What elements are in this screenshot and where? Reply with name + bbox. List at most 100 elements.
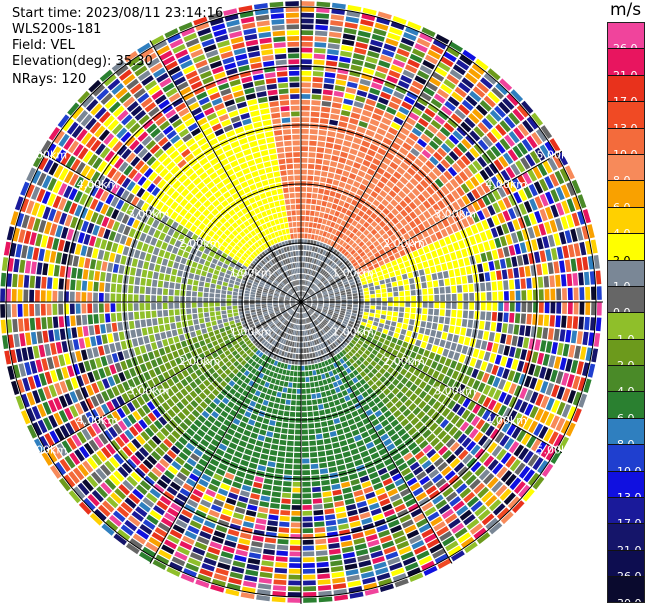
radar-gate bbox=[388, 331, 394, 337]
radar-gate bbox=[320, 386, 325, 391]
radar-gate bbox=[301, 141, 308, 146]
radar-gate bbox=[456, 277, 462, 285]
radar-gate bbox=[393, 287, 398, 292]
radar-gate bbox=[500, 259, 506, 269]
radar-gate bbox=[418, 348, 425, 355]
radar-gate bbox=[294, 453, 301, 458]
radar-gate bbox=[559, 329, 565, 341]
radar-gate bbox=[47, 317, 53, 329]
radar-gate bbox=[333, 97, 343, 103]
radar-gate bbox=[370, 306, 375, 310]
radar-gate bbox=[289, 575, 301, 580]
radar-gate bbox=[301, 19, 314, 24]
radar-gate bbox=[312, 94, 322, 99]
radar-gate bbox=[439, 279, 444, 286]
radar-gate bbox=[302, 493, 311, 498]
radar-gate bbox=[321, 421, 327, 427]
radar-gate bbox=[378, 275, 384, 280]
radar-gate bbox=[194, 342, 200, 348]
radar-gate bbox=[395, 270, 401, 276]
radar-gate bbox=[456, 318, 462, 326]
radar-gate bbox=[293, 482, 301, 487]
radar-gate bbox=[339, 182, 346, 188]
radar-gate bbox=[344, 202, 350, 208]
radar-gate bbox=[537, 353, 544, 365]
radar-gate bbox=[345, 135, 354, 142]
radar-gate bbox=[112, 353, 119, 363]
radar-gate bbox=[281, 499, 290, 504]
radar-gate bbox=[303, 528, 313, 533]
radar-gate bbox=[388, 302, 393, 306]
radar-gate bbox=[205, 317, 210, 322]
radar-gate bbox=[509, 347, 516, 358]
radar-gate bbox=[295, 354, 298, 359]
radar-gate bbox=[279, 368, 283, 373]
radar-gate bbox=[159, 325, 165, 332]
radar-gate bbox=[582, 332, 588, 345]
radar-gate bbox=[527, 302, 532, 312]
radar-gate bbox=[194, 275, 200, 281]
radar-gate bbox=[282, 369, 286, 374]
radar-gate bbox=[351, 168, 359, 175]
radar-gate bbox=[273, 480, 282, 486]
radar-gate bbox=[291, 528, 301, 533]
radar-gate bbox=[303, 586, 316, 591]
radar-gate bbox=[390, 326, 396, 331]
radar-gate bbox=[272, 391, 277, 397]
radar-gate bbox=[216, 285, 221, 290]
radar-gate bbox=[315, 428, 321, 433]
radar-gate bbox=[139, 251, 146, 259]
radar-gate bbox=[117, 313, 122, 322]
radar-gate bbox=[204, 293, 209, 298]
radar-gate bbox=[41, 277, 47, 289]
radar-gate bbox=[186, 297, 191, 302]
radar-gate bbox=[134, 312, 139, 320]
radar-gate bbox=[233, 292, 238, 296]
radar-gate bbox=[288, 429, 294, 434]
radar-gate bbox=[174, 296, 179, 302]
radar-gate bbox=[466, 328, 472, 336]
radar-gate bbox=[175, 309, 180, 315]
radar-gate bbox=[489, 353, 496, 363]
radar-gate bbox=[486, 342, 493, 352]
radar-gate bbox=[322, 397, 328, 403]
radar-gate bbox=[224, 322, 229, 327]
radar-gate bbox=[445, 341, 451, 349]
radar-gate bbox=[47, 277, 52, 289]
radar-gate bbox=[175, 342, 181, 349]
radar-gate bbox=[555, 275, 561, 287]
radar-gate bbox=[417, 334, 423, 341]
radar-gate bbox=[393, 292, 398, 297]
radar-gate bbox=[251, 541, 263, 548]
radar-gate bbox=[211, 279, 216, 284]
radar-gate bbox=[344, 457, 352, 464]
radar-gate bbox=[336, 133, 345, 139]
radar-gate bbox=[364, 309, 369, 313]
radar-gate bbox=[596, 271, 602, 285]
radar-gate bbox=[340, 176, 347, 182]
radar-gate bbox=[328, 43, 340, 49]
radar-gate bbox=[303, 268, 305, 273]
radar-gate bbox=[306, 383, 310, 388]
radar-gate bbox=[287, 388, 292, 393]
radar-gate bbox=[405, 291, 410, 296]
radar-gate bbox=[315, 422, 321, 427]
radar-gate bbox=[428, 259, 434, 266]
radar-gate bbox=[314, 516, 324, 521]
radar-gate bbox=[404, 285, 409, 290]
radar-gate bbox=[399, 312, 404, 317]
radar-gate bbox=[346, 413, 353, 419]
radar-gate bbox=[521, 302, 526, 312]
radar-gate bbox=[386, 335, 392, 341]
radar-gate bbox=[594, 255, 600, 269]
radar-gate bbox=[596, 318, 602, 332]
radar-gate bbox=[107, 333, 113, 342]
radar-gate bbox=[316, 369, 320, 374]
radar-gate bbox=[347, 294, 352, 297]
radar-gate bbox=[151, 287, 156, 294]
radar-gate bbox=[218, 324, 224, 329]
radar-gate bbox=[264, 478, 273, 484]
radar-gate bbox=[41, 317, 47, 329]
radar-gate bbox=[280, 516, 290, 521]
radar-gate bbox=[305, 257, 308, 262]
